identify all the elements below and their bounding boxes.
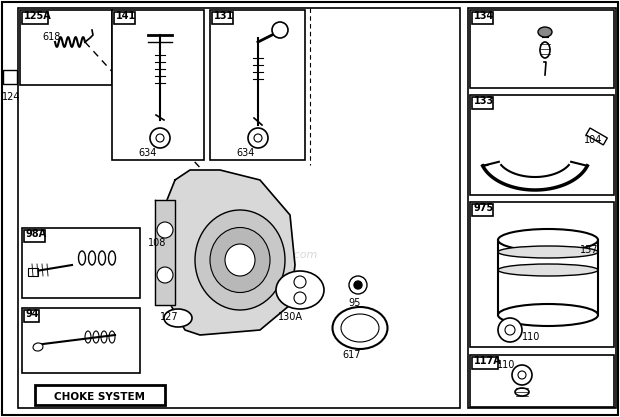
Text: 124: 124 bbox=[2, 92, 20, 102]
Circle shape bbox=[354, 281, 362, 289]
Bar bbox=[586, 128, 608, 145]
Bar bbox=[468, 8, 616, 408]
Text: 98A: 98A bbox=[26, 229, 47, 239]
Ellipse shape bbox=[225, 244, 255, 276]
Polygon shape bbox=[165, 170, 295, 335]
Text: CHOKE SYSTEM: CHOKE SYSTEM bbox=[55, 392, 146, 402]
Bar bbox=[112, 10, 204, 160]
Text: 125A: 125A bbox=[24, 11, 51, 21]
Ellipse shape bbox=[498, 304, 598, 326]
Bar bbox=[472, 357, 498, 369]
Ellipse shape bbox=[498, 264, 598, 276]
Bar bbox=[22, 12, 48, 24]
Bar bbox=[470, 355, 614, 407]
Bar bbox=[22, 308, 140, 373]
Circle shape bbox=[512, 365, 532, 385]
Text: 975: 975 bbox=[474, 203, 494, 213]
Bar bbox=[470, 10, 614, 88]
Bar bbox=[470, 202, 614, 347]
Bar bbox=[472, 204, 492, 216]
Bar bbox=[28, 268, 38, 276]
Text: 110: 110 bbox=[522, 332, 541, 342]
Bar bbox=[24, 310, 39, 322]
Text: 95: 95 bbox=[348, 298, 360, 308]
Bar bbox=[114, 12, 135, 24]
Circle shape bbox=[156, 134, 164, 142]
Text: 117A: 117A bbox=[474, 356, 502, 366]
Bar bbox=[22, 228, 140, 298]
Bar bbox=[24, 230, 45, 242]
Circle shape bbox=[294, 276, 306, 288]
Text: eReplacementParts.com: eReplacementParts.com bbox=[182, 250, 318, 260]
Polygon shape bbox=[155, 200, 175, 305]
Circle shape bbox=[498, 318, 522, 342]
Ellipse shape bbox=[515, 388, 529, 396]
Ellipse shape bbox=[341, 314, 379, 342]
Bar bbox=[3, 70, 17, 84]
Text: 104: 104 bbox=[584, 135, 603, 145]
Text: 617: 617 bbox=[342, 350, 360, 360]
Text: 618: 618 bbox=[42, 32, 60, 42]
Ellipse shape bbox=[195, 210, 285, 310]
Bar bbox=[18, 8, 460, 408]
Bar bbox=[472, 12, 492, 24]
Text: 130A: 130A bbox=[278, 312, 303, 322]
Text: 634: 634 bbox=[138, 148, 156, 158]
Bar bbox=[212, 12, 232, 24]
Text: 94: 94 bbox=[26, 309, 40, 319]
Ellipse shape bbox=[276, 271, 324, 309]
Circle shape bbox=[505, 325, 515, 335]
Text: 108: 108 bbox=[148, 238, 166, 248]
Text: 133: 133 bbox=[474, 96, 494, 106]
Bar bbox=[35, 385, 165, 405]
Bar bbox=[470, 95, 614, 195]
Text: 131: 131 bbox=[214, 11, 234, 21]
Circle shape bbox=[349, 276, 367, 294]
Ellipse shape bbox=[540, 42, 550, 58]
Circle shape bbox=[157, 267, 173, 283]
Circle shape bbox=[294, 292, 306, 304]
Text: 134: 134 bbox=[474, 11, 494, 21]
Circle shape bbox=[518, 371, 526, 379]
Text: 127: 127 bbox=[160, 312, 179, 322]
Bar bbox=[20, 10, 112, 85]
Circle shape bbox=[157, 222, 173, 238]
Text: 634: 634 bbox=[236, 148, 254, 158]
Ellipse shape bbox=[498, 229, 598, 251]
Text: 141: 141 bbox=[116, 11, 136, 21]
Circle shape bbox=[254, 134, 262, 142]
Ellipse shape bbox=[332, 307, 388, 349]
Circle shape bbox=[248, 128, 268, 148]
Ellipse shape bbox=[210, 228, 270, 292]
Bar bbox=[472, 97, 492, 109]
Bar bbox=[210, 10, 305, 160]
Ellipse shape bbox=[33, 343, 43, 351]
Text: 137: 137 bbox=[580, 245, 598, 255]
Circle shape bbox=[150, 128, 170, 148]
Ellipse shape bbox=[498, 246, 598, 258]
Ellipse shape bbox=[164, 309, 192, 327]
Circle shape bbox=[272, 22, 288, 38]
Text: 110: 110 bbox=[497, 360, 515, 370]
Ellipse shape bbox=[538, 27, 552, 37]
